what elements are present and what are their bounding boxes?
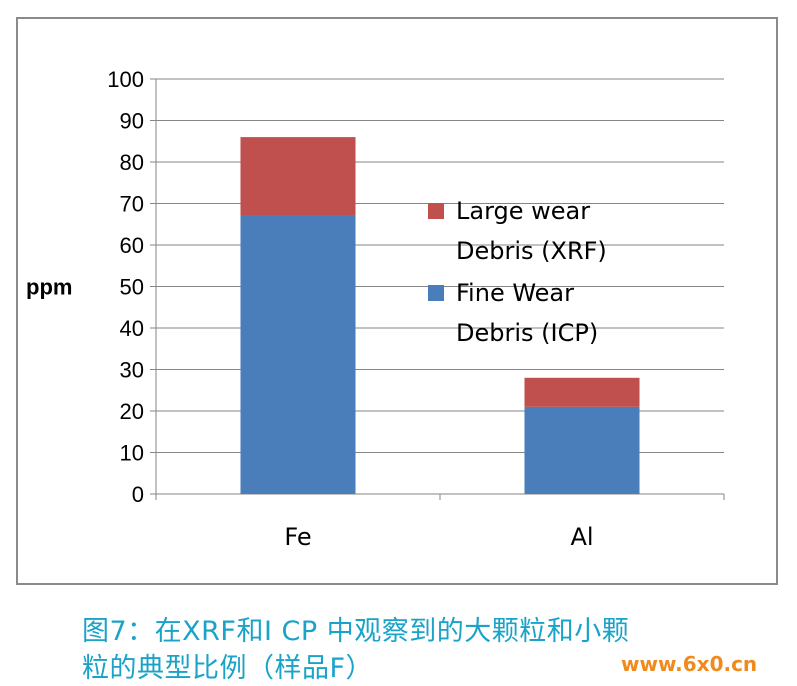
watermark-link[interactable]: www.6x0.cn bbox=[621, 652, 758, 676]
y-tick-label: 50 bbox=[120, 275, 144, 300]
y-tick-label: 40 bbox=[120, 316, 144, 341]
legend-label: Debris (XRF) bbox=[456, 237, 607, 265]
y-axis-label: ppm bbox=[26, 275, 72, 300]
y-tick-label: 30 bbox=[120, 358, 144, 383]
y-tick-label: 90 bbox=[120, 109, 144, 134]
legend-swatch bbox=[428, 203, 444, 219]
legend-label: Large wear bbox=[456, 197, 590, 225]
y-tick-label: 100 bbox=[107, 67, 144, 92]
figure-caption-line-1: 图7：在XRF和I CP 中观察到的大颗粒和小颗 bbox=[82, 616, 630, 647]
legend-label: Debris (ICP) bbox=[456, 319, 598, 347]
x-tick-label: Fe bbox=[284, 523, 311, 551]
bars bbox=[240, 137, 640, 494]
figure-caption-line-2: 粒的典型比例（样品F） bbox=[82, 653, 374, 684]
y-tick-label: 20 bbox=[120, 399, 144, 424]
legend: Large wear Debris (XRF) Fine Wear Debris (I… bbox=[428, 197, 607, 347]
y-tick-label: 70 bbox=[120, 192, 144, 217]
tick-labels: 0 10 20 30 40 50 60 70 80 90 100 ppm Fe Al bbox=[26, 67, 594, 551]
legend-label: Fine Wear bbox=[456, 279, 574, 307]
y-tick-label: 60 bbox=[120, 233, 144, 258]
x-tick-label: Al bbox=[570, 523, 593, 551]
y-tick-label: 80 bbox=[120, 150, 144, 175]
bar-al-series-1 bbox=[524, 377, 640, 407]
legend-swatch bbox=[428, 285, 444, 301]
bar-fe-series-0 bbox=[240, 215, 356, 494]
chart-frame: 0 10 20 30 40 50 60 70 80 90 100 ppm Fe Al Large wear… bbox=[16, 17, 778, 585]
bar-fe-series-1 bbox=[240, 137, 356, 216]
bar-al-series-0 bbox=[524, 406, 640, 494]
stacked-bar-chart: 0 10 20 30 40 50 60 70 80 90 100 ppm Fe Al Large wear… bbox=[26, 67, 725, 551]
y-tick-label: 10 bbox=[120, 441, 144, 466]
y-tick-label: 0 bbox=[132, 482, 144, 507]
